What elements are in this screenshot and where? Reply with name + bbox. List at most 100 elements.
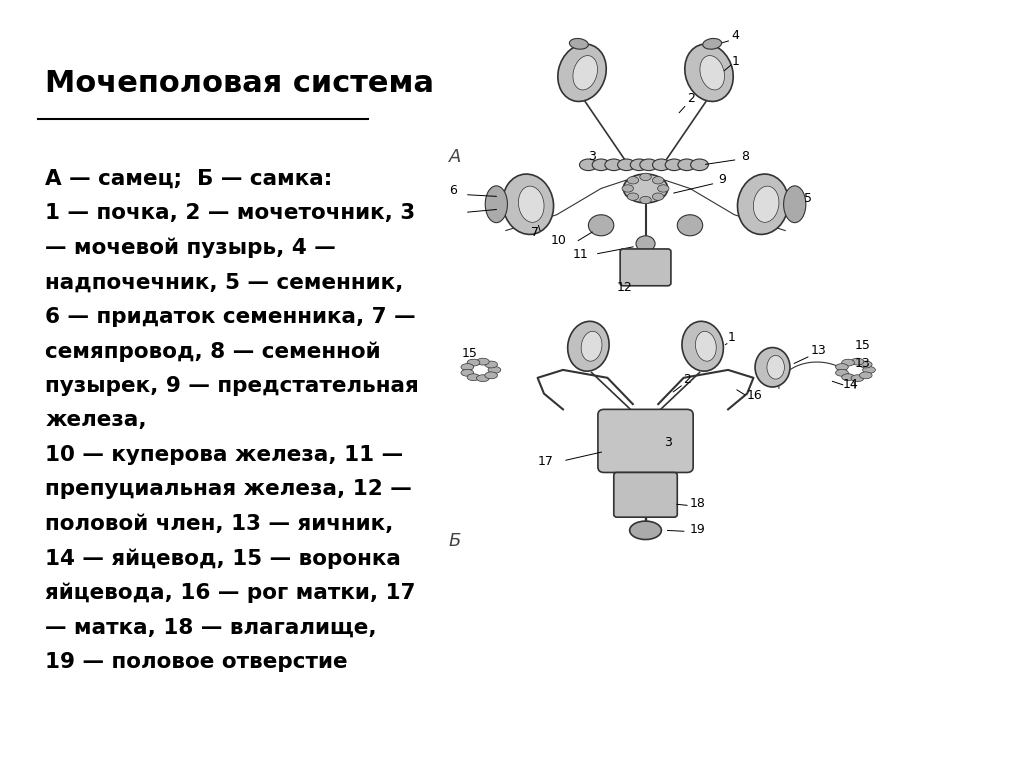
Ellipse shape	[842, 359, 854, 366]
Ellipse shape	[842, 374, 854, 380]
Ellipse shape	[755, 347, 790, 387]
Ellipse shape	[476, 358, 489, 365]
Text: 17: 17	[538, 455, 554, 468]
Text: 15: 15	[855, 339, 871, 352]
Ellipse shape	[690, 159, 709, 170]
Text: 11: 11	[572, 248, 588, 261]
Text: 1: 1	[731, 55, 739, 67]
Text: 18: 18	[690, 497, 706, 509]
Ellipse shape	[484, 372, 498, 379]
Text: 19: 19	[690, 523, 706, 536]
Text: Б: Б	[449, 532, 461, 550]
Ellipse shape	[859, 372, 872, 379]
Ellipse shape	[767, 355, 784, 379]
Text: 7: 7	[531, 225, 540, 239]
Ellipse shape	[476, 375, 489, 382]
Ellipse shape	[685, 44, 733, 101]
Ellipse shape	[592, 159, 610, 170]
Text: — мочевой пузырь, 4 —: — мочевой пузырь, 4 —	[45, 238, 336, 258]
Ellipse shape	[754, 186, 779, 222]
Text: половой член, 13 — яичник,: половой член, 13 — яичник,	[45, 514, 394, 534]
Text: 14 — яйцевод, 15 — воронка: 14 — яйцевод, 15 — воронка	[45, 548, 401, 569]
Ellipse shape	[783, 186, 806, 222]
Ellipse shape	[682, 321, 723, 371]
Text: 10: 10	[550, 234, 566, 247]
Text: А — самец;  Б — самка:: А — самец; Б — самка:	[45, 169, 333, 189]
Text: 1: 1	[728, 331, 736, 344]
Ellipse shape	[657, 185, 669, 193]
Ellipse shape	[851, 375, 864, 382]
Ellipse shape	[652, 193, 664, 200]
FancyBboxPatch shape	[598, 410, 693, 472]
Ellipse shape	[652, 159, 671, 170]
Ellipse shape	[617, 159, 635, 170]
Ellipse shape	[630, 521, 662, 539]
Text: — матка, 18 — влагалище,: — матка, 18 — влагалище,	[45, 617, 377, 637]
Ellipse shape	[613, 415, 677, 456]
Text: 2: 2	[687, 92, 694, 104]
Text: 10 — куперова железа, 11 —: 10 — куперова железа, 11 —	[45, 445, 403, 465]
Ellipse shape	[851, 358, 864, 365]
Ellipse shape	[695, 331, 716, 361]
Text: 3: 3	[589, 150, 596, 163]
Text: 15: 15	[462, 347, 477, 360]
Circle shape	[636, 235, 655, 252]
Text: надпочечник, 5 — семенник,: надпочечник, 5 — семенник,	[45, 272, 403, 292]
Ellipse shape	[484, 361, 498, 368]
Text: Мочеполовая система: Мочеполовая система	[45, 69, 434, 98]
Ellipse shape	[628, 193, 639, 200]
Ellipse shape	[488, 367, 501, 374]
Ellipse shape	[624, 174, 668, 203]
Text: 1 — почка, 2 — мочеточник, 3: 1 — почка, 2 — мочеточник, 3	[45, 203, 416, 223]
Ellipse shape	[467, 359, 480, 366]
Ellipse shape	[652, 176, 664, 184]
Ellipse shape	[640, 196, 651, 204]
Ellipse shape	[467, 374, 480, 380]
FancyBboxPatch shape	[613, 472, 677, 517]
Ellipse shape	[737, 174, 788, 235]
Text: пузырек, 9 — предстательная: пузырек, 9 — предстательная	[45, 376, 419, 396]
Ellipse shape	[503, 174, 554, 235]
Text: 19 — половое отверстие: 19 — половое отверстие	[45, 652, 348, 672]
Ellipse shape	[569, 38, 589, 49]
Ellipse shape	[700, 55, 724, 90]
Ellipse shape	[631, 159, 648, 170]
Ellipse shape	[640, 173, 651, 180]
Text: 5: 5	[804, 192, 812, 205]
Text: 16: 16	[748, 389, 763, 402]
Ellipse shape	[461, 370, 474, 376]
Text: семяпровод, 8 — семенной: семяпровод, 8 — семенной	[45, 341, 381, 362]
Ellipse shape	[862, 367, 876, 374]
FancyBboxPatch shape	[621, 249, 671, 286]
Ellipse shape	[567, 321, 609, 371]
Text: яйцевода, 16 — рог матки, 17: яйцевода, 16 — рог матки, 17	[45, 583, 416, 604]
Ellipse shape	[485, 186, 508, 222]
Text: 13: 13	[855, 357, 870, 370]
Text: А: А	[449, 148, 461, 166]
Ellipse shape	[461, 364, 474, 370]
Text: 13: 13	[811, 344, 826, 357]
Text: 14: 14	[843, 378, 858, 391]
Ellipse shape	[518, 186, 544, 222]
Ellipse shape	[859, 361, 872, 368]
Ellipse shape	[678, 159, 695, 170]
Ellipse shape	[640, 159, 657, 170]
Ellipse shape	[573, 55, 597, 90]
Ellipse shape	[836, 370, 848, 376]
Text: препуциальная железа, 12 —: препуциальная железа, 12 —	[45, 479, 413, 499]
Text: 4: 4	[731, 28, 739, 41]
Text: железа,: железа,	[45, 410, 147, 430]
Ellipse shape	[582, 331, 602, 361]
Ellipse shape	[836, 364, 848, 370]
Text: 12: 12	[616, 281, 633, 294]
Circle shape	[677, 215, 702, 235]
Ellipse shape	[580, 159, 597, 170]
Text: 8: 8	[740, 150, 749, 163]
Text: 6: 6	[449, 184, 457, 196]
Ellipse shape	[622, 185, 634, 193]
Text: 2: 2	[684, 373, 691, 386]
Ellipse shape	[666, 159, 683, 170]
Ellipse shape	[702, 38, 722, 49]
Ellipse shape	[628, 176, 639, 184]
Text: 9: 9	[719, 173, 726, 186]
